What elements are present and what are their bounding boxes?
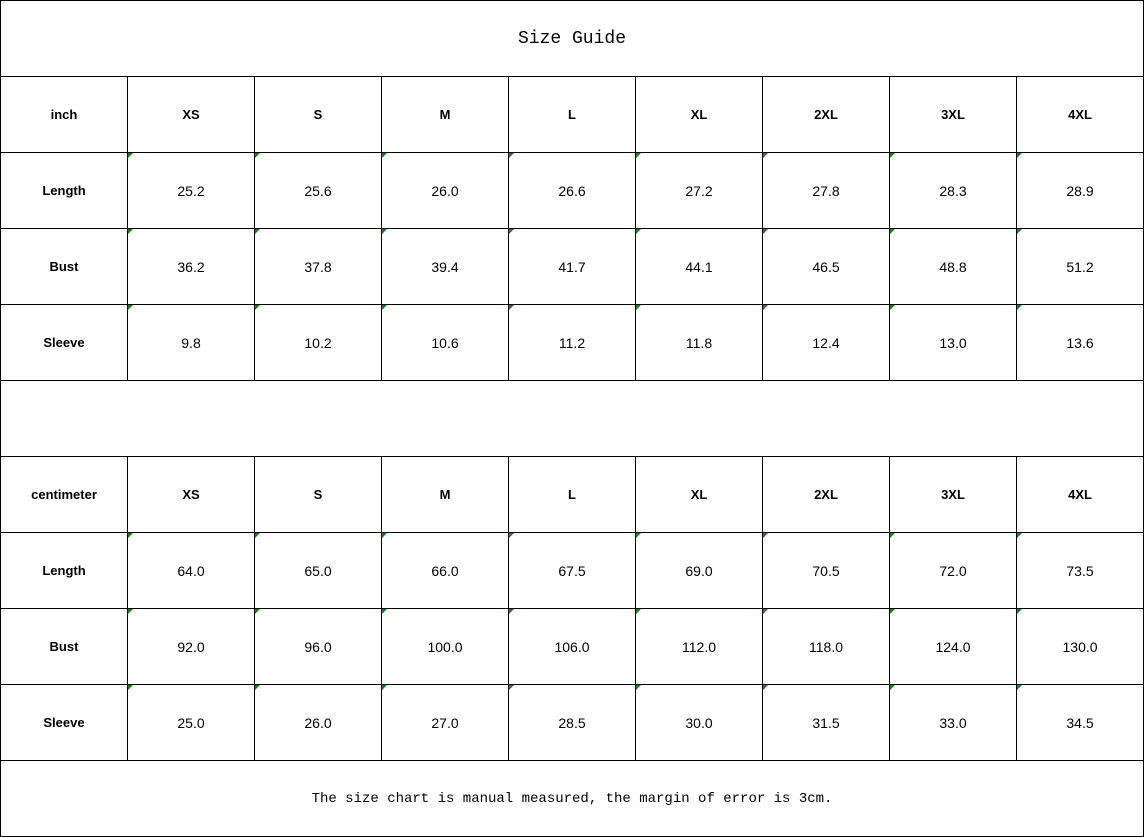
spacer-row [0, 380, 1144, 457]
unit-header[interactable]: centimeter [0, 456, 128, 533]
value-cell[interactable]: 25.2 [127, 152, 255, 229]
size-header[interactable]: 4XL [1015, 456, 1144, 533]
value-cell[interactable]: 26.6 [508, 152, 636, 229]
size-header[interactable]: 2XL [762, 76, 890, 153]
size-header[interactable]: M [381, 76, 509, 153]
table-row: Sleeve 25.0 26.0 27.0 28.5 30.0 31.5 33.0 34.5 [0, 684, 1144, 761]
value-cell[interactable]: 73.5 [1015, 532, 1144, 609]
value-cell[interactable]: 41.7 [508, 228, 636, 305]
value-cell[interactable]: 28.5 [508, 684, 636, 761]
title-cell[interactable]: Size Guide [0, 0, 1144, 77]
table-row: Sleeve 9.8 10.2 10.6 11.2 11.8 12.4 13.0 13.6 [0, 304, 1144, 381]
value-cell[interactable]: 33.0 [889, 684, 1017, 761]
value-cell[interactable]: 112.0 [635, 608, 763, 685]
value-cell[interactable]: 51.2 [1015, 228, 1144, 305]
value-cell[interactable]: 65.0 [254, 532, 382, 609]
size-header[interactable]: 4XL [1015, 76, 1144, 153]
value-cell[interactable]: 30.0 [635, 684, 763, 761]
value-cell[interactable]: 10.2 [254, 304, 382, 381]
note-cell[interactable]: The size chart is manual measured, the m… [0, 760, 1144, 837]
value-cell[interactable]: 69.0 [635, 532, 763, 609]
value-cell[interactable]: 26.0 [254, 684, 382, 761]
value-cell[interactable]: 46.5 [762, 228, 890, 305]
table-row: Bust 92.0 96.0 100.0 106.0 112.0 118.0 124.0 130… [0, 608, 1144, 685]
value-cell[interactable]: 13.0 [889, 304, 1017, 381]
value-cell[interactable]: 37.8 [254, 228, 382, 305]
value-cell[interactable]: 92.0 [127, 608, 255, 685]
value-cell[interactable]: 44.1 [635, 228, 763, 305]
size-header[interactable]: L [508, 456, 636, 533]
value-cell[interactable]: 25.6 [254, 152, 382, 229]
size-header[interactable]: XS [127, 76, 255, 153]
value-cell[interactable]: 9.8 [127, 304, 255, 381]
table-row: Length 25.2 25.6 26.0 26.6 27.2 27.8 28.3 28.9 [0, 152, 1144, 229]
value-cell[interactable]: 34.5 [1015, 684, 1144, 761]
value-cell[interactable]: 25.0 [127, 684, 255, 761]
measurement-label[interactable]: Sleeve [0, 684, 128, 761]
value-cell[interactable]: 70.5 [762, 532, 890, 609]
size-header[interactable]: S [254, 76, 382, 153]
size-header[interactable]: XL [635, 76, 763, 153]
value-cell[interactable]: 31.5 [762, 684, 890, 761]
value-cell[interactable]: 124.0 [889, 608, 1017, 685]
value-cell[interactable]: 11.8 [635, 304, 763, 381]
value-cell[interactable]: 67.5 [508, 532, 636, 609]
header-row: centimeter XS S M L XL 2XL 3XL 4XL [0, 456, 1144, 533]
value-cell[interactable]: 106.0 [508, 608, 636, 685]
value-cell[interactable]: 118.0 [762, 608, 890, 685]
size-header[interactable]: XL [635, 456, 763, 533]
value-cell[interactable]: 96.0 [254, 608, 382, 685]
size-header[interactable]: M [381, 456, 509, 533]
value-cell[interactable]: 11.2 [508, 304, 636, 381]
value-cell[interactable]: 64.0 [127, 532, 255, 609]
note-row: The size chart is manual measured, the m… [0, 760, 1144, 837]
value-cell[interactable]: 12.4 [762, 304, 890, 381]
value-cell[interactable]: 28.3 [889, 152, 1017, 229]
table-row: Bust 36.2 37.8 39.4 41.7 44.1 46.5 48.8 51.2 [0, 228, 1144, 305]
header-row: inch XS S M L XL 2XL 3XL 4XL [0, 76, 1144, 153]
value-cell[interactable]: 13.6 [1015, 304, 1144, 381]
value-cell[interactable]: 39.4 [381, 228, 509, 305]
measurement-label[interactable]: Length [0, 152, 128, 229]
size-header[interactable]: L [508, 76, 636, 153]
value-cell[interactable]: 72.0 [889, 532, 1017, 609]
value-cell[interactable]: 130.0 [1015, 608, 1144, 685]
value-cell[interactable]: 27.8 [762, 152, 890, 229]
value-cell[interactable]: 10.6 [381, 304, 509, 381]
measurement-label[interactable]: Sleeve [0, 304, 128, 381]
value-cell[interactable]: 27.2 [635, 152, 763, 229]
empty-cell[interactable] [0, 380, 1144, 457]
measurement-label[interactable]: Length [0, 532, 128, 609]
table-row: Length 64.0 65.0 66.0 67.5 69.0 70.5 72.0 73.5 [0, 532, 1144, 609]
title-row: Size Guide [0, 0, 1144, 77]
value-cell[interactable]: 48.8 [889, 228, 1017, 305]
unit-header[interactable]: inch [0, 76, 128, 153]
value-cell[interactable]: 100.0 [381, 608, 509, 685]
size-header[interactable]: 2XL [762, 456, 890, 533]
value-cell[interactable]: 27.0 [381, 684, 509, 761]
measurement-label[interactable]: Bust [0, 608, 128, 685]
value-cell[interactable]: 66.0 [381, 532, 509, 609]
size-header[interactable]: XS [127, 456, 255, 533]
measurement-label[interactable]: Bust [0, 228, 128, 305]
size-header[interactable]: 3XL [889, 456, 1017, 533]
value-cell[interactable]: 26.0 [381, 152, 509, 229]
size-header[interactable]: S [254, 456, 382, 533]
size-header[interactable]: 3XL [889, 76, 1017, 153]
value-cell[interactable]: 28.9 [1015, 152, 1144, 229]
value-cell[interactable]: 36.2 [127, 228, 255, 305]
